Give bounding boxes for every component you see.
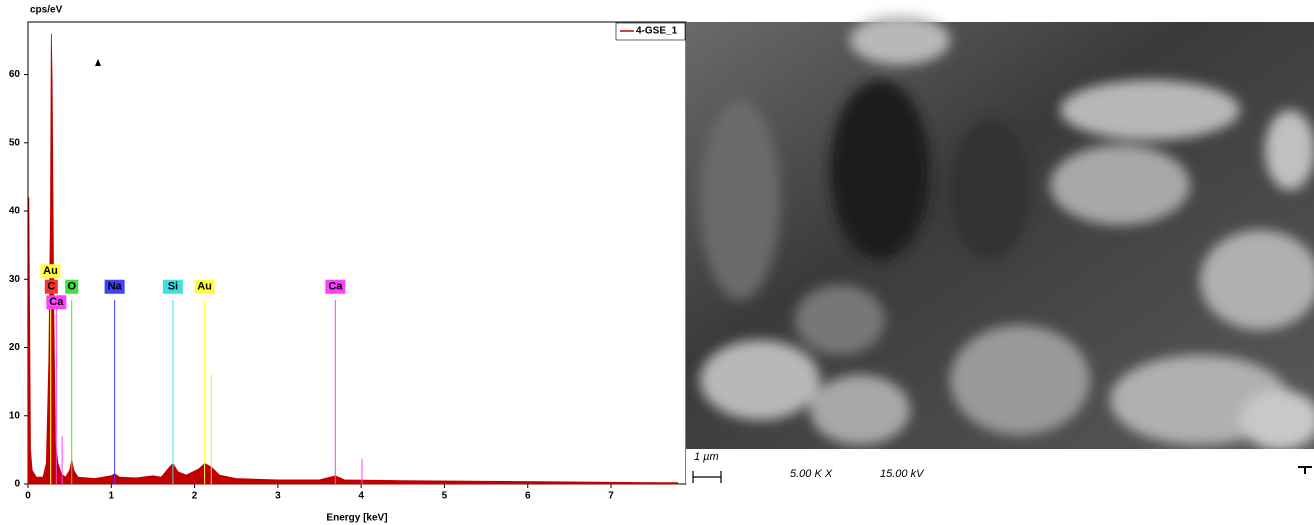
x-tick-label: 3 (275, 491, 281, 502)
y-tick-label: 20 (9, 342, 21, 353)
x-tick-label: 4 (358, 491, 364, 502)
y-tick-label: 30 (9, 274, 21, 285)
y-axis-label: cps/eV (30, 5, 63, 16)
y-tick-label: 50 (9, 137, 21, 148)
y-tick-label: 60 (9, 69, 21, 80)
x-tick-label: 7 (608, 491, 614, 502)
legend-label: 4-GSE_1 (636, 26, 678, 37)
x-tick-label: 6 (525, 491, 531, 502)
element-label: Si (168, 281, 178, 293)
x-tick-label: 5 (442, 491, 448, 502)
voltage: 15.00 kV (880, 468, 925, 480)
x-axis-label: Energy [keV] (326, 513, 387, 524)
x-tick-label: 2 (192, 491, 198, 502)
y-tick-label: 10 (9, 410, 21, 421)
x-tick-label: 1 (109, 491, 115, 502)
element-label: C (47, 281, 55, 293)
x-tick-label: 0 (25, 491, 31, 502)
sem-image (686, 15, 1314, 484)
element-label: O (67, 281, 76, 293)
plot-frame (28, 22, 686, 484)
figure: cps/eV Energy [keV] 1 µm 5.00 K X 15.00 … (0, 0, 1314, 525)
element-label: Ca (49, 296, 64, 308)
element-label: Au (197, 281, 212, 293)
scale-bar-label: 1 µm (694, 451, 719, 463)
element-label: Au (43, 265, 58, 277)
y-tick-label: 0 (14, 479, 20, 490)
magnification: 5.00 K X (790, 468, 833, 480)
element-label: Ca (328, 281, 343, 293)
element-label: Na (108, 281, 123, 293)
y-tick-label: 40 (9, 206, 21, 217)
